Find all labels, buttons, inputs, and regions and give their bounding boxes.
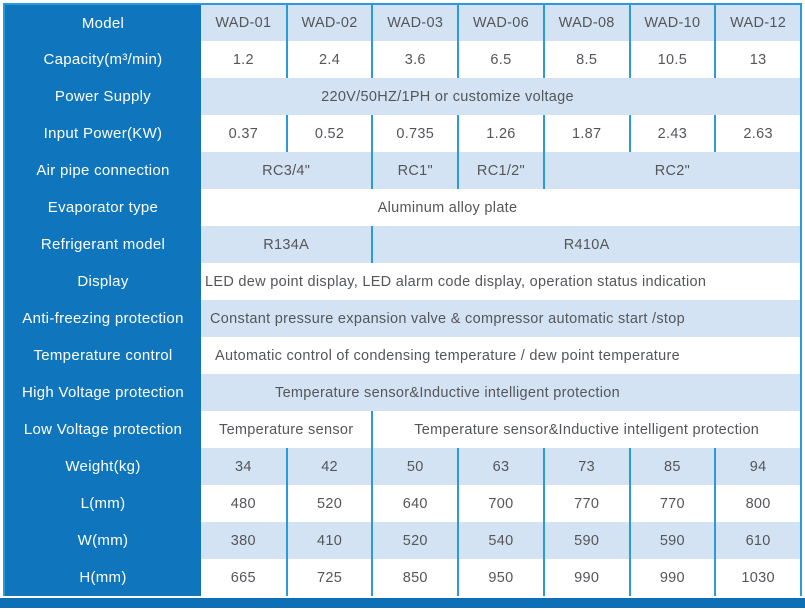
spec-cell: 540 (457, 522, 544, 559)
row-length: L(mm) 480 520 640 700 770 770 800 (4, 485, 801, 522)
row-label: Weight(kg) (4, 448, 201, 485)
spec-cell: 410 (285, 522, 373, 559)
spec-cell: 13 (714, 41, 801, 78)
spec-cell: 94 (714, 448, 801, 485)
spec-cell-group: RC1" (371, 152, 459, 189)
row-label: Capacity(m³/min) (4, 41, 201, 78)
spec-cell: 34 (201, 448, 287, 485)
spec-cell-group: R410A (371, 226, 801, 263)
row-label: W(mm) (4, 522, 201, 559)
spec-cell-merged: 220V/50HZ/1PH or customize voltage (201, 78, 801, 115)
spec-cell: 380 (201, 522, 287, 559)
row-label: Air pipe connection (4, 152, 201, 189)
row-height: H(mm) 665 725 850 950 990 990 1030 (4, 559, 801, 596)
row-temperature-control: Temperature control Automatic control of… (4, 337, 801, 374)
row-weight: Weight(kg) 34 42 50 63 73 85 94 (4, 448, 801, 485)
spec-cell-group: Temperature sensor (201, 411, 373, 448)
row-display: Display LED dew point display, LED alarm… (4, 263, 801, 300)
row-anti-freezing-protection: Anti-freezing protection Constant pressu… (4, 300, 801, 337)
row-label: Anti-freezing protection (4, 300, 201, 337)
model-header-cell: WAD-03 (371, 4, 459, 41)
spec-cell: 590 (542, 522, 630, 559)
row-evaporator-type: Evaporator type Aluminum alloy plate (4, 189, 801, 226)
spec-cell: 725 (285, 559, 373, 596)
spec-cell: 0.735 (371, 115, 459, 152)
spec-cell-group: RC2" (542, 152, 801, 189)
row-label: Display (4, 263, 201, 300)
spec-cell-merged: Automatic control of condensing temperat… (201, 337, 801, 374)
row-label: Temperature control (4, 337, 201, 374)
spec-cell-group: RC1/2" (457, 152, 544, 189)
spec-cell: 3.6 (371, 41, 459, 78)
row-model: Model WAD-01 WAD-02 WAD-03 WAD-06 WAD-08… (4, 4, 801, 41)
row-label: L(mm) (4, 485, 201, 522)
spec-cell: 6.5 (457, 41, 544, 78)
bottom-accent-bar (0, 598, 805, 608)
spec-cell: 1030 (714, 559, 801, 596)
spec-cell: 2.4 (285, 41, 373, 78)
model-header-cell: WAD-01 (201, 4, 287, 41)
spec-cell: 1.26 (457, 115, 544, 152)
model-header-cell: WAD-12 (714, 4, 801, 41)
row-label: High Voltage protection (4, 374, 201, 411)
spec-cell: 0.37 (201, 115, 287, 152)
spec-cell-merged: Temperature sensor&Inductive intelligent… (201, 374, 801, 411)
spec-cell: 640 (371, 485, 459, 522)
spec-cell-merged: Aluminum alloy plate (201, 189, 801, 226)
row-label: Power Supply (4, 78, 201, 115)
spec-cell: 8.5 (542, 41, 630, 78)
spec-cell: 85 (628, 448, 716, 485)
model-header-cell: WAD-10 (628, 4, 716, 41)
spec-cell: 590 (628, 522, 716, 559)
spec-cell: 850 (371, 559, 459, 596)
spec-cell: 73 (542, 448, 630, 485)
row-power-supply: Power Supply 220V/50HZ/1PH or customize … (4, 78, 801, 115)
spec-cell-group: RC3/4" (201, 152, 373, 189)
model-header-cell: WAD-08 (542, 4, 630, 41)
spec-cell: 520 (285, 485, 373, 522)
spec-cell-group: R134A (201, 226, 373, 263)
spec-cell: 1.87 (542, 115, 630, 152)
spec-cell-group: Temperature sensor&Inductive intelligent… (371, 411, 801, 448)
row-air-pipe-connection: Air pipe connection RC3/4" RC1" RC1/2" R… (4, 152, 801, 189)
spec-cell-merged: Constant pressure expansion valve & comp… (201, 300, 801, 337)
row-label: H(mm) (4, 559, 201, 596)
spec-cell: 950 (457, 559, 544, 596)
row-label: Model (4, 4, 201, 41)
spec-cell: 770 (542, 485, 630, 522)
spec-cell: 50 (371, 448, 459, 485)
spec-cell: 990 (628, 559, 716, 596)
spec-cell: 520 (371, 522, 459, 559)
spec-cell: 2.43 (628, 115, 716, 152)
spec-cell: 770 (628, 485, 716, 522)
row-input-power: Input Power(KW) 0.37 0.52 0.735 1.26 1.8… (4, 115, 801, 152)
spec-cell: 665 (201, 559, 287, 596)
spec-cell: 0.52 (285, 115, 373, 152)
spec-cell: 10.5 (628, 41, 716, 78)
spec-cell: 1.2 (201, 41, 287, 78)
row-width: W(mm) 380 410 520 540 590 590 610 (4, 522, 801, 559)
spec-cell: 480 (201, 485, 287, 522)
spec-cell: 63 (457, 448, 544, 485)
row-label: Refrigerant model (4, 226, 201, 263)
row-capacity: Capacity(m³/min) 1.2 2.4 3.6 6.5 8.5 10.… (4, 41, 801, 78)
row-low-voltage-protection: Low Voltage protection Temperature senso… (4, 411, 801, 448)
row-refrigerant-model: Refrigerant model R134A R410A (4, 226, 801, 263)
model-header-cell: WAD-06 (457, 4, 544, 41)
model-header-cell: WAD-02 (285, 4, 373, 41)
row-label: Evaporator type (4, 189, 201, 226)
spec-table: Model WAD-01 WAD-02 WAD-03 WAD-06 WAD-08… (3, 3, 802, 596)
spec-cell: 990 (542, 559, 630, 596)
row-label: Low Voltage protection (4, 411, 201, 448)
row-label: Input Power(KW) (4, 115, 201, 152)
spec-cell: 800 (714, 485, 801, 522)
spec-cell: 42 (285, 448, 373, 485)
spec-cell: 610 (714, 522, 801, 559)
row-high-voltage-protection: High Voltage protection Temperature sens… (4, 374, 801, 411)
spec-cell: 2.63 (714, 115, 801, 152)
spec-cell-merged: LED dew point display, LED alarm code di… (201, 263, 801, 300)
spec-cell: 700 (457, 485, 544, 522)
